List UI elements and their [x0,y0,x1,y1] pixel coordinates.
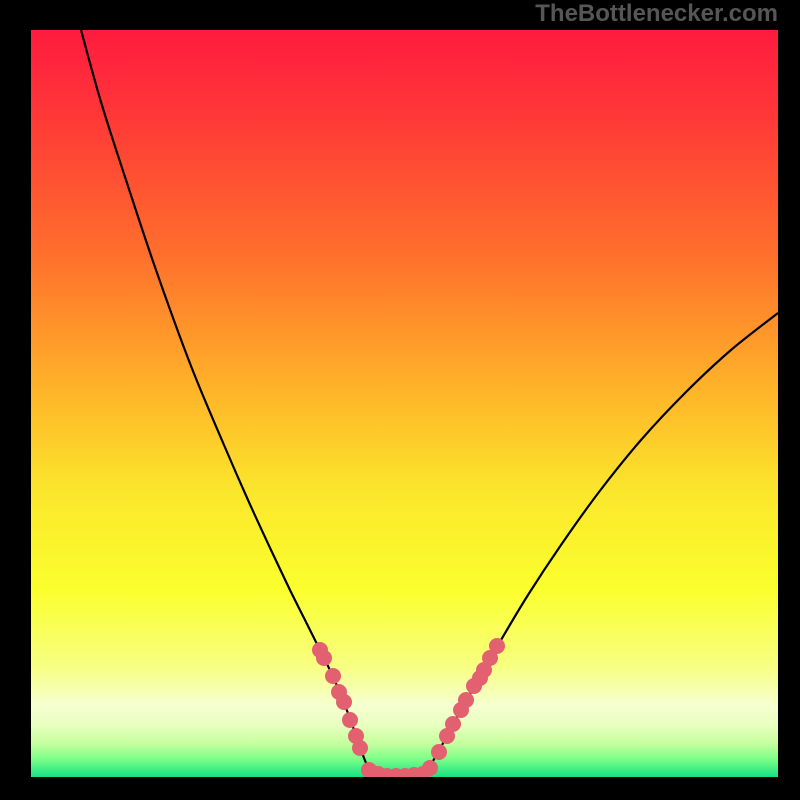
scatter-marker [422,760,438,776]
scatter-marker [316,650,332,666]
scatter-marker [325,668,341,684]
chart-svg [31,30,778,777]
gradient-background [31,30,778,777]
scatter-marker [489,638,505,654]
scatter-marker [431,744,447,760]
scatter-marker [472,670,488,686]
scatter-marker [458,692,474,708]
scatter-marker [336,694,352,710]
plot-area [31,30,778,777]
watermark-text: TheBottlenecker.com [535,0,778,28]
scatter-marker [352,740,368,756]
scatter-marker [445,716,461,732]
scatter-marker [342,712,358,728]
